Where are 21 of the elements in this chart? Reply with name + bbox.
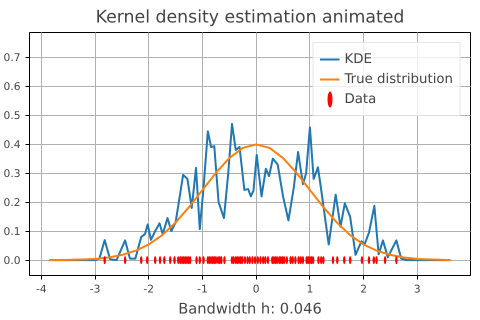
chart-title: Kernel density estimation animated — [96, 8, 404, 28]
x-tick-label: 3 — [414, 282, 421, 296]
x-tick-label: 0 — [252, 282, 260, 296]
y-tick-label: 0.4 — [4, 138, 21, 152]
legend-label: KDE — [344, 52, 372, 66]
legend-label: True distribution — [344, 72, 453, 86]
x-tick-label: -3 — [90, 282, 100, 296]
x-tick-label: 2 — [360, 282, 367, 296]
x-tick-label: 1 — [306, 282, 314, 296]
x-tick-label: -4 — [36, 282, 47, 296]
y-tick-label: 0.2 — [4, 196, 21, 210]
y-tick-label: 0.6 — [4, 80, 21, 94]
y-tick-label: 0.5 — [4, 109, 21, 122]
y-tick-label: 0.7 — [4, 51, 21, 64]
x-tick-label: -1 — [197, 282, 208, 296]
x-axis-title: Bandwidth h: 0.046 — [178, 300, 322, 318]
x-tick-label: -2 — [143, 282, 154, 296]
y-tick-label: 0.1 — [4, 225, 21, 238]
legend-label: Data — [344, 92, 376, 106]
y-tick-label: 0.0 — [4, 254, 21, 268]
y-tick-label: 0.3 — [4, 167, 21, 180]
